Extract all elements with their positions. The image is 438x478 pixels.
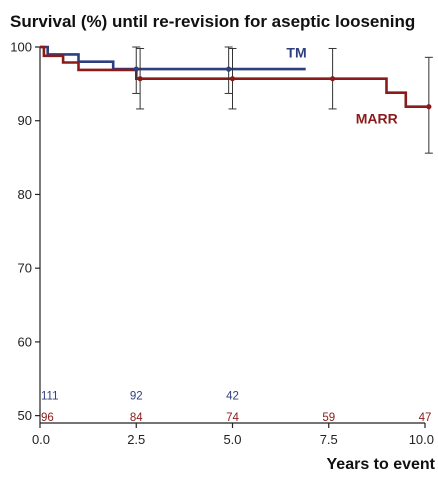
error-bar-marr [136, 47, 145, 110]
y-tick-label: 90 [18, 113, 32, 128]
y-tick-label: 80 [18, 187, 32, 202]
risk-count-marr: 47 [419, 412, 432, 424]
x-tick-label: 7.5 [320, 432, 338, 447]
risk-count-tm: 42 [226, 391, 239, 403]
error-bars [132, 46, 433, 154]
x-tick-label: 5.0 [223, 432, 241, 447]
series-lines [40, 45, 429, 108]
y-tick-label: 100 [10, 40, 32, 55]
risk-count-tm: 111 [41, 391, 58, 403]
error-bar-marr [424, 56, 433, 154]
x-axis-label: Years to event [327, 456, 436, 473]
error-bar-tm [132, 46, 141, 94]
series-label-tm: TM [286, 44, 306, 60]
series-label-marr: MARR [356, 111, 398, 127]
data-point [426, 104, 432, 110]
x-tick-label: 0.0 [32, 432, 50, 447]
y-tick-label: 60 [18, 334, 32, 349]
x-tick-label: 10.0 [409, 432, 434, 447]
error-bar-tm [224, 46, 233, 94]
y-tick-label: 70 [18, 261, 32, 276]
error-bar-marr [228, 47, 237, 110]
numbers-at-risk: 111 92 42 96 84 74 59 47 [41, 391, 431, 424]
risk-count-marr: 96 [41, 412, 54, 424]
x-tick-label: 2.5 [127, 432, 145, 447]
series-line-tm [40, 45, 306, 71]
risk-count-marr: 59 [322, 412, 335, 424]
risk-count-marr: 74 [226, 412, 239, 424]
data-point [330, 76, 336, 82]
data-point [229, 76, 236, 82]
risk-count-tm: 92 [130, 391, 143, 403]
ticks: 50 60 70 80 90 100 0.0 2.5 5.0 7.5 10.0 [10, 40, 434, 448]
series-labels: TM MARR [286, 44, 397, 126]
data-point [133, 66, 139, 72]
chart-title: Survival (%) until re-revision for asept… [10, 12, 415, 31]
y-tick-label: 50 [18, 408, 32, 423]
data-point [226, 66, 232, 72]
risk-count-marr: 84 [130, 412, 143, 424]
error-bar-marr [328, 47, 337, 110]
data-point [137, 76, 143, 82]
series-line-marr [40, 45, 429, 108]
